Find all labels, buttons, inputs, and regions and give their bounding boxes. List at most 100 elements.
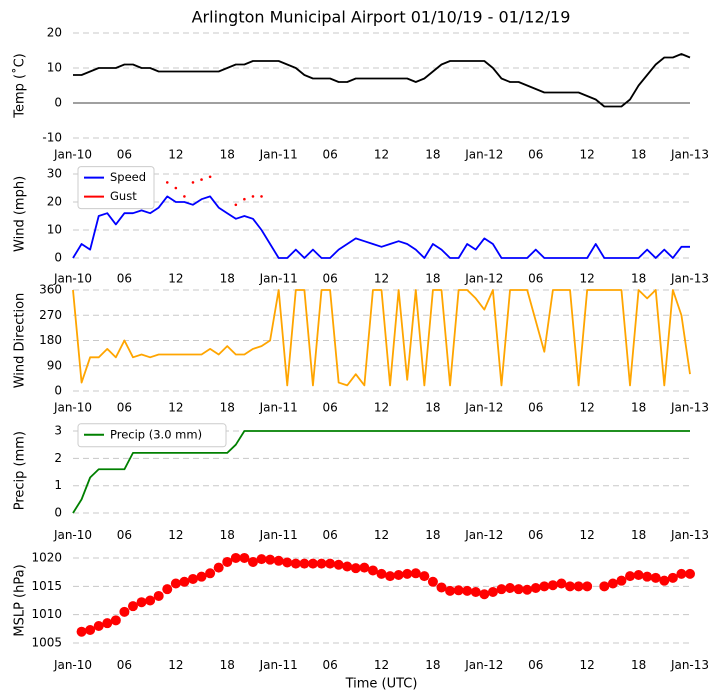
x-tick-label: 06: [528, 272, 543, 286]
x-tick-label: 06: [322, 528, 337, 542]
y-tick-label: 90: [47, 358, 62, 372]
data-point: [487, 586, 498, 597]
x-tick-label: 12: [168, 148, 183, 162]
x-tick-label: 06: [528, 401, 543, 415]
data-point: [299, 558, 310, 569]
x-tick-label: 06: [117, 658, 132, 672]
x-tick-label: Jan-11: [259, 528, 298, 542]
x-tick-label: 06: [117, 401, 132, 415]
x-tick-label: 12: [168, 528, 183, 542]
data-point: [616, 575, 627, 586]
data-line: [73, 53, 691, 108]
x-tick-label: Jan-13: [670, 401, 709, 415]
data-point: [282, 557, 293, 568]
x-tick-label: 18: [425, 148, 440, 162]
y-tick-label: 10: [47, 61, 62, 75]
x-tick-label: 12: [374, 658, 389, 672]
data-point: [162, 584, 173, 595]
gust-dot: [208, 175, 212, 179]
data-point: [436, 582, 447, 593]
data-point: [496, 584, 507, 595]
data-point: [247, 556, 258, 567]
x-tick-label: Jan-10: [53, 401, 92, 415]
data-point: [342, 561, 353, 572]
data-point: [93, 621, 104, 632]
y-axis-label: Temp (˚C): [12, 53, 28, 119]
y-tick-label: 20: [47, 26, 62, 40]
y-tick-label: 0: [54, 506, 62, 520]
x-tick-label: 18: [631, 148, 646, 162]
x-tick-label: Jan-13: [670, 658, 709, 672]
gust-dot: [243, 197, 246, 201]
data-point: [685, 568, 695, 579]
data-point: [205, 568, 216, 579]
x-tick-label: 12: [580, 528, 595, 542]
y-tick-label: 0: [54, 251, 62, 265]
x-tick-label: 06: [528, 148, 543, 162]
x-tick-label: Jan-11: [259, 272, 298, 286]
x-tick-label: Jan-10: [53, 272, 92, 286]
x-tick-label: 18: [425, 272, 440, 286]
x-tick-label: 18: [220, 401, 235, 415]
x-tick-label: 12: [580, 401, 595, 415]
gust-dot: [234, 203, 238, 207]
data-point: [367, 565, 378, 576]
data-point: [222, 556, 233, 567]
data-line: [72, 195, 690, 259]
data-point: [565, 581, 576, 592]
data-point: [145, 595, 156, 606]
data-point: [85, 624, 96, 635]
y-axis-label: Precip (mm): [13, 431, 28, 510]
data-point: [445, 585, 456, 596]
x-tick-label: 18: [425, 658, 440, 672]
y-tick-label: 270: [39, 308, 62, 322]
x-tick-label: 18: [220, 148, 235, 162]
legend: Speed Gust: [77, 166, 155, 210]
data-point: [505, 583, 516, 594]
data-point: [676, 568, 687, 579]
x-tick-label: Jan-13: [670, 148, 709, 162]
x-tick-label: 18: [220, 528, 235, 542]
x-tick-label: Jan-11: [259, 658, 298, 672]
y-axis-label: Wind Direction: [13, 293, 28, 389]
data-point: [633, 569, 644, 580]
data-point: [402, 568, 413, 579]
x-tick-label: 12: [580, 272, 595, 286]
data-point: [453, 585, 464, 596]
x-tick-label: Jan-11: [259, 148, 298, 162]
x-tick-label: 06: [117, 148, 132, 162]
x-tick-label: 18: [220, 658, 235, 672]
x-tick-label: Jan-13: [670, 528, 709, 542]
chart-title: Arlington Municipal Airport 01/10/19 - 0…: [192, 8, 571, 27]
y-tick-label: 1005: [31, 636, 62, 650]
x-tick-label: 18: [220, 272, 235, 286]
data-point: [110, 615, 121, 626]
y-tick-label: 1: [54, 478, 62, 492]
y-tick-label: 1010: [31, 607, 62, 621]
data-point: [556, 578, 567, 589]
legend-box: [77, 423, 227, 448]
x-tick-label: Jan-12: [464, 658, 503, 672]
data-point: [607, 578, 618, 589]
x-tick-label: 06: [322, 148, 337, 162]
x-tick-label: 06: [528, 658, 543, 672]
data-point: [179, 576, 190, 587]
data-line: [72, 289, 691, 387]
x-tick-label: Jan-13: [670, 272, 709, 286]
data-point: [650, 572, 661, 583]
data-point: [479, 589, 490, 600]
data-point: [659, 575, 670, 586]
data-point: [359, 562, 370, 573]
data-point: [316, 558, 327, 569]
data-point: [102, 618, 113, 629]
data-point: [522, 584, 533, 595]
y-tick-label: 1020: [31, 550, 62, 564]
y-tick-label: 360: [39, 283, 62, 297]
gust-dot: [191, 181, 195, 184]
legend-label: Gust: [110, 189, 137, 203]
data-point: [530, 583, 541, 594]
data-point: [410, 568, 421, 579]
y-tick-label: 180: [39, 333, 62, 347]
y-tick-label: 1015: [31, 579, 62, 593]
y-axis-label: Wind (mph): [13, 176, 28, 252]
